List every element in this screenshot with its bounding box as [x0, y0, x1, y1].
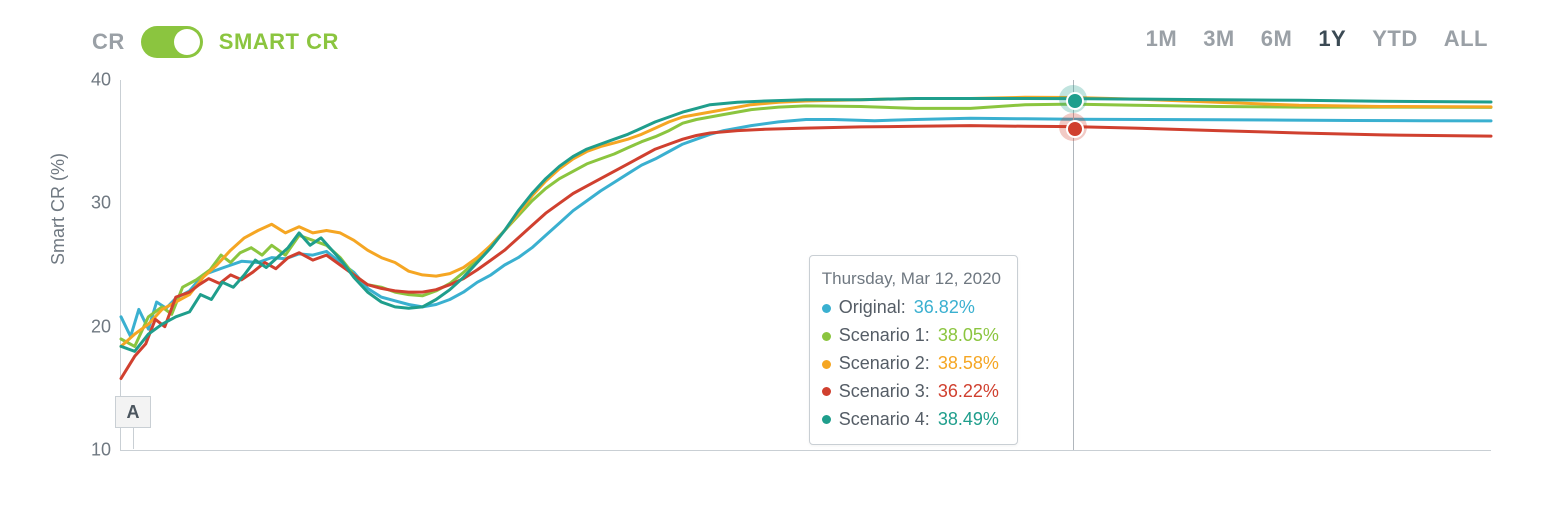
legend-dot-icon — [822, 332, 831, 341]
series-line-scenario-1 — [121, 104, 1491, 346]
series-line-scenario-4 — [121, 99, 1491, 352]
tooltip-series-value: 38.05% — [938, 322, 999, 350]
legend-dot-icon — [822, 415, 831, 424]
range-1m[interactable]: 1M — [1146, 26, 1178, 52]
legend-dot-icon — [822, 304, 831, 313]
tooltip-row-scenario-4: Scenario 4: 38.49% — [822, 406, 1001, 434]
tooltip-series-name: Scenario 1: — [839, 322, 930, 350]
legend-dot-icon — [822, 387, 831, 396]
toggle-label-left[interactable]: CR — [92, 29, 125, 55]
tooltip-row-original: Original: 36.82% — [822, 294, 1001, 322]
tooltip-series-name: Scenario 2: — [839, 350, 930, 378]
legend-dot-icon — [822, 360, 831, 369]
ytick-40: 40 — [91, 70, 111, 91]
tooltip-row-scenario-1: Scenario 1: 38.05% — [822, 322, 1001, 350]
range-6m[interactable]: 6M — [1261, 26, 1293, 52]
tooltip-series-value: 38.58% — [938, 350, 999, 378]
series-line-scenario-2 — [121, 97, 1491, 346]
tooltip-date: Thursday, Mar 12, 2020 — [822, 266, 1001, 292]
chart-tooltip: Thursday, Mar 12, 2020 Original: 36.82%S… — [809, 255, 1018, 445]
range-1y[interactable]: 1Y — [1318, 26, 1346, 52]
range-all[interactable]: ALL — [1444, 26, 1488, 52]
series-line-original — [121, 118, 1491, 336]
toggle-knob — [174, 29, 200, 55]
tooltip-row-scenario-3: Scenario 3: 36.22% — [822, 378, 1001, 406]
chart-plot[interactable]: 40 30 20 10 Thursday, Mar 12, 2020 Origi… — [120, 80, 1491, 451]
tooltip-series-value: 36.22% — [938, 378, 999, 406]
tooltip-series-name: Original: — [839, 294, 906, 322]
range-ytd[interactable]: YTD — [1372, 26, 1418, 52]
tooltip-row-scenario-2: Scenario 2: 38.58% — [822, 350, 1001, 378]
tooltip-series-value: 38.49% — [938, 406, 999, 434]
ytick-30: 30 — [91, 193, 111, 214]
ytick-10: 10 — [91, 440, 111, 461]
chart-lines-svg — [121, 80, 1491, 450]
y-axis-title: Smart CR (%) — [48, 153, 69, 265]
toggle-label-right[interactable]: SMART CR — [219, 29, 339, 55]
tooltip-series-name: Scenario 3: — [839, 378, 930, 406]
range-3m[interactable]: 3M — [1203, 26, 1235, 52]
flag-a[interactable]: A — [115, 396, 151, 428]
time-range-selector: 1M 3M 6M 1Y YTD ALL — [1146, 26, 1488, 52]
tooltip-series-name: Scenario 4: — [839, 406, 930, 434]
ytick-20: 20 — [91, 316, 111, 337]
metric-toggle: CR SMART CR — [92, 26, 339, 58]
tooltip-series-value: 36.82% — [914, 294, 975, 322]
toggle-switch[interactable] — [141, 26, 203, 58]
